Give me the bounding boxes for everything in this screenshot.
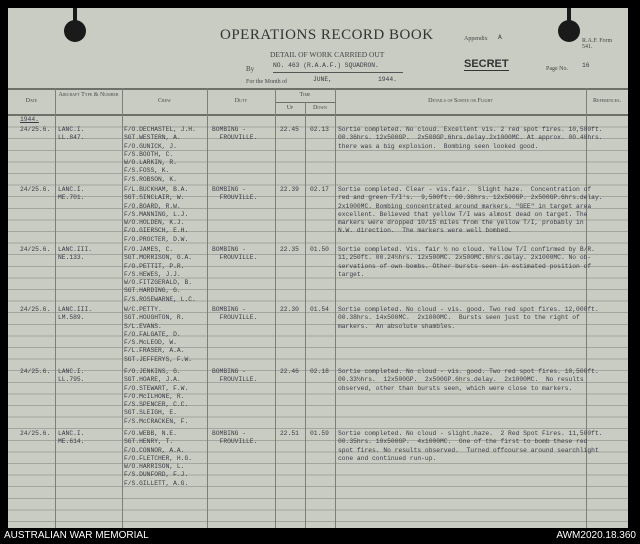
col-details: Details of Sortie or Flight [428,98,493,104]
col-up: Up [286,105,294,111]
entry-down: 02.17 [310,186,329,193]
footer-accession: AWM2020.18.360 [556,530,636,541]
col-crew: Crew [158,98,171,104]
entry-aircraft: LANC.I. ME.614. [58,430,85,446]
entry-down: 01.50 [310,246,329,253]
entry-crew: F/O.DECHASTEL, J.H. SGT.WESTERN, A. F/O.… [124,126,196,183]
col-duty: Duty [234,98,248,104]
entry-crew: W/C.PETTY. SGT.HOUGHTON, R. S/L.EVANS. F… [124,306,193,363]
entry-up: 22.51 [280,430,299,437]
entry-duty: BOMBING - FROUVILLE. [212,246,258,262]
entry-up: 22.45 [280,126,299,133]
entry-date: 24/25.6. [20,126,51,133]
entry-up: 22.39 [280,186,299,193]
entry-date: 24/25.6. [20,186,51,193]
entry-date: 24/25.6. [20,306,51,313]
binder-hole [558,8,580,42]
entry-aircraft: LANC.I. ME.701. [58,186,85,202]
entry-duty: BOMBING - FROUVILLE. [212,368,258,384]
appendix: A [498,34,502,41]
by-label: By [246,65,255,73]
entry-duty: BOMBING - FROUVILLE. [212,186,258,202]
entry-details: Sortie completed. No cloud - vis. good. … [338,306,599,330]
col-down: Down [313,105,327,111]
entry-details: Sortie completed. No cloud. Excellent vi… [338,126,603,150]
col-time: Time [299,92,311,98]
entry-up: 22.46 [280,368,299,375]
entry-details: Sortie completed. Clear - vis.fair. Slig… [338,186,603,235]
entry-crew: F/O.JENKINS, G. SGT.HOARE, J.A. F/O.STEW… [124,368,189,425]
year-row: 1944. [20,116,39,123]
footer: AUSTRALIAN WAR MEMORIAL AWM2020.18.360 [0,528,640,544]
month: JUNE, [313,76,332,83]
form-number: R.A.F. Form 541. [582,38,613,50]
entry-details: Sortie completed. No cloud - vis. good. … [338,368,599,392]
page-title: OPERATIONS RECORD BOOK [220,27,434,43]
entry-details: Sortie completed. No cloud - slight.haze… [338,430,603,462]
entry-date: 24/25.6. [20,430,51,437]
secret-stamp: SECRET [464,58,509,71]
binder-hole [64,8,86,42]
entry-aircraft: LANC.III. LM.589. [58,306,93,322]
entry-date: 24/25.6. [20,246,51,253]
squadron: NO. 463 (R.A.A.F.) SQUADRON. [273,60,403,73]
page-label: Page No. [546,66,568,72]
entry-crew: F/L.BUCKHAM, B.A. SGT.SINCLAIR, W. F/O.B… [124,186,189,243]
entry-aircraft: LANC.III. NE.133. [58,246,93,262]
month-label: For the Month of [246,79,288,85]
entry-crew: F/O.JAMES, C. SGT.MORRISON, G.A. F/O.PET… [124,246,196,303]
entry-date: 24/25.6. [20,368,51,375]
subtitle: DETAIL OF WORK CARRIED OUT [270,50,385,59]
entry-up: 22.30 [280,306,299,313]
entry-duty: BOMBING - FROUVILLE. [212,126,258,142]
col-date: Date [25,98,38,104]
entry-down: 01.59 [310,430,329,437]
record-page: OPERATIONS RECORD BOOK DETAIL OF WORK CA… [8,8,628,528]
footer-institution: AUSTRALIAN WAR MEMORIAL [4,530,149,541]
year: 1944. [378,76,397,83]
col-references: References. [593,98,621,104]
entry-down: 02.18 [310,368,329,375]
entry-down: 02.13 [310,126,329,133]
entry-down: 01.54 [310,306,329,313]
entry-aircraft: LANC.I. LL.847. [58,126,85,142]
entry-details: Sortie completed. Vis. fair ½ no cloud. … [338,246,595,278]
entry-duty: BOMBING - FROUVILLE. [212,430,258,446]
entry-up: 22.35 [280,246,299,253]
entry-crew: F/O.WEBB, N.E. SGT.HENRY, T. F/O.CONNOR,… [124,430,193,487]
col-aircraft: Aircraft Type & Number [58,92,119,98]
appendix-label: Appendix [464,36,488,42]
entry-aircraft: LANC.I. LL.795. [58,368,85,384]
entry-duty: BOMBING - FROUVILLE. [212,306,258,322]
page-number: 16 [582,62,590,69]
